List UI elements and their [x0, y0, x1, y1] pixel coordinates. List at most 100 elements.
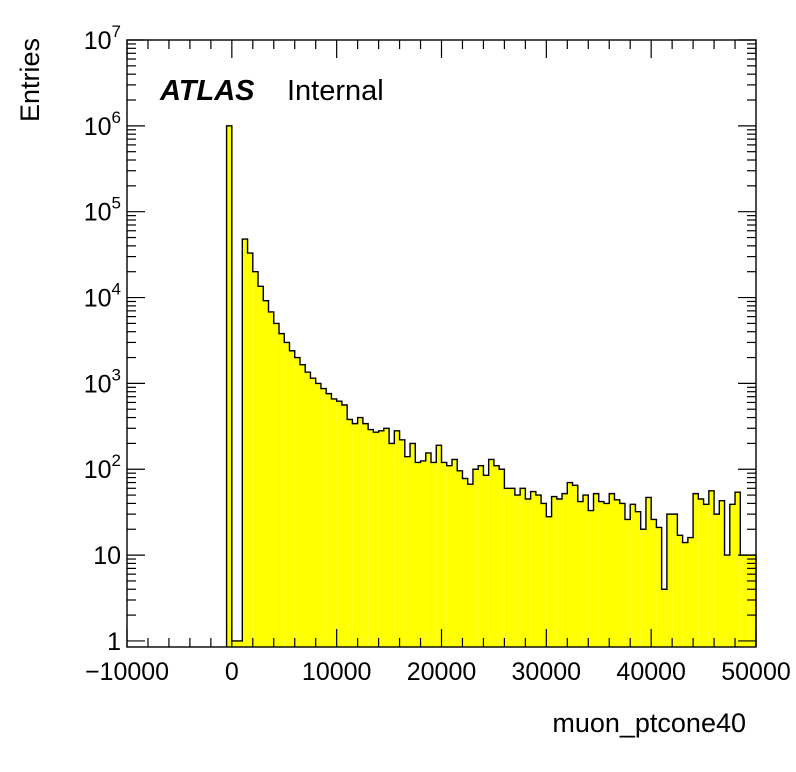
histogram-bar	[530, 491, 536, 647]
y-axis-title: Entries	[15, 38, 45, 122]
x-tick-labels: −10000 0 10000 20000 30000 40000 50000	[85, 658, 791, 686]
histogram-bar	[462, 478, 468, 647]
histogram-bar	[520, 488, 526, 647]
histogram-bar	[556, 499, 563, 647]
histogram-bar	[451, 459, 458, 647]
histogram-bar	[598, 501, 604, 647]
histogram-bar	[279, 333, 285, 647]
y-tick-label: 106	[84, 108, 121, 141]
histogram-bar	[735, 492, 741, 647]
histogram-bar	[614, 499, 620, 647]
histogram-bar	[504, 488, 510, 647]
histogram-bar	[719, 500, 725, 647]
histogram-bar	[583, 495, 589, 647]
atlas-label: ATLAS	[159, 75, 255, 107]
internal-label: Internal	[287, 75, 384, 107]
histogram-bar	[645, 497, 652, 647]
histogram-bar	[483, 475, 489, 647]
histogram-bar	[347, 419, 353, 647]
histogram-bar	[467, 484, 473, 647]
histogram-bar	[268, 311, 274, 647]
histogram-bar	[572, 485, 578, 647]
histogram-bar	[457, 470, 463, 647]
histogram-bar	[546, 516, 552, 647]
histogram-bar	[729, 504, 736, 647]
x-tick-label: 0	[225, 658, 239, 686]
histogram-bar	[651, 519, 657, 647]
histogram-bar	[472, 469, 479, 647]
histogram-bar	[525, 499, 531, 647]
histogram-bar	[577, 501, 584, 647]
y-tick-label: 105	[84, 194, 121, 227]
histogram-bar	[299, 364, 306, 647]
histogram-bar	[336, 401, 342, 647]
histogram-bar	[436, 445, 442, 647]
y-tick-label: 1	[107, 628, 121, 656]
histogram-bar	[284, 342, 290, 647]
histogram-bar	[320, 388, 327, 647]
histogram-bar	[698, 499, 704, 647]
x-tick-label: 20000	[407, 658, 477, 686]
axis-ticks	[126, 39, 757, 647]
histogram-bar	[624, 519, 631, 647]
histogram-bar	[362, 423, 369, 647]
histogram-bar	[724, 555, 730, 647]
histogram-bar	[383, 428, 390, 647]
histogram-bar	[603, 503, 610, 647]
histogram-bar	[294, 357, 300, 647]
histogram-bar	[263, 300, 269, 647]
x-tick-label: 10000	[302, 658, 372, 686]
histogram-bar	[672, 514, 678, 647]
histogram-bar	[252, 271, 259, 647]
histogram-bar	[682, 542, 688, 647]
histogram-bar	[714, 514, 720, 647]
histogram-bar	[446, 465, 452, 647]
histogram-bar	[368, 429, 374, 647]
histogram-bar	[415, 462, 421, 647]
histogram-bar	[551, 496, 557, 647]
histogram-bar	[509, 488, 515, 647]
histogram-bar	[242, 239, 248, 647]
histogram-bar	[488, 459, 494, 647]
histogram-bar	[609, 493, 615, 647]
histogram-bar	[493, 465, 500, 647]
histogram-outline	[225, 125, 757, 647]
histogram-bar	[693, 493, 699, 647]
histogram-bar	[389, 443, 395, 647]
histogram-bar	[441, 462, 447, 647]
x-tick-label: 50000	[721, 658, 791, 686]
histogram-bars	[225, 125, 757, 648]
histogram-bar	[499, 469, 505, 647]
histogram-bar	[750, 555, 756, 647]
histogram-bar	[562, 493, 568, 647]
histogram-bar	[341, 405, 348, 647]
histogram-bar	[567, 482, 573, 647]
histogram-bar	[326, 393, 332, 647]
histogram-bar	[677, 535, 683, 647]
histogram-bar	[478, 465, 484, 647]
histogram-bar	[258, 286, 264, 647]
x-tick-label: 30000	[512, 658, 582, 686]
y-tick-labels: 1 10 102 103 104 105 106 107	[84, 22, 121, 656]
histogram-bar	[635, 511, 641, 647]
histogram-bar	[315, 383, 321, 647]
histogram-bar	[305, 372, 311, 647]
histogram-bar	[226, 125, 232, 648]
histogram-bar	[687, 537, 694, 647]
histogram-bar	[378, 430, 384, 647]
histogram-bar	[588, 510, 594, 647]
histogram-bar	[410, 443, 416, 647]
histogram-bar	[231, 640, 238, 647]
histogram-bar	[394, 430, 400, 647]
histogram-bar	[535, 495, 542, 647]
histogram-bar	[514, 495, 521, 647]
histogram-bar	[745, 555, 751, 647]
histogram-bar	[399, 439, 405, 647]
histogram-bar	[273, 323, 280, 647]
x-tick-label: −10000	[85, 658, 169, 686]
histogram-bar	[661, 589, 667, 647]
y-tick-label: 10	[93, 542, 121, 570]
histogram-bar	[247, 253, 253, 647]
y-tick-label: 102	[84, 451, 121, 484]
